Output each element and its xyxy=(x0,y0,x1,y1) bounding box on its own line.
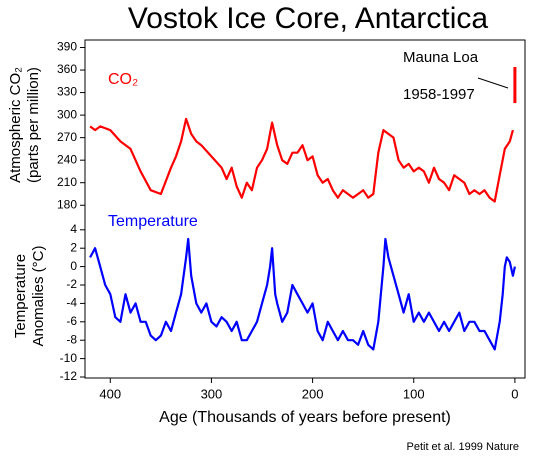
y-axis-label: Anomalies (°C) xyxy=(30,245,47,346)
series-line xyxy=(89,117,514,203)
leader-line xyxy=(477,77,509,89)
annotation: 1958-1997 xyxy=(403,86,475,103)
y-tick-label: 2 xyxy=(70,240,77,254)
x-tick-label: 100 xyxy=(403,386,425,401)
series-label: Temperature xyxy=(108,213,198,230)
source: Petit et al. 1999 Nature xyxy=(406,441,519,453)
chart-title: Vostok Ice Core, Antarctica xyxy=(128,2,488,35)
y-tick-label: 0 xyxy=(70,259,77,273)
annotation: Mauna Loa xyxy=(403,49,479,66)
y-tick-label: -8 xyxy=(66,332,77,346)
y-tick-label: 270 xyxy=(57,130,77,144)
x-axis-label: Age (Thousands of years before present) xyxy=(159,409,451,426)
series-label: CO₂ xyxy=(108,71,138,88)
y-axis-label: (parts per million) xyxy=(25,67,42,183)
y-tick-label: 4 xyxy=(70,222,77,236)
y-tick-label: 330 xyxy=(57,85,77,99)
y-tick-label: 180 xyxy=(57,197,77,211)
y-axis-label: Atmospheric CO₂ xyxy=(7,67,24,183)
series-line xyxy=(89,237,516,351)
x-tick-label: 200 xyxy=(302,386,324,401)
plot-frame xyxy=(84,39,526,379)
y-tick-label: -2 xyxy=(66,277,77,291)
y-tick-label: -10 xyxy=(60,351,78,365)
x-tick-label: 300 xyxy=(201,386,223,401)
y-tick-label: -6 xyxy=(66,314,77,328)
y-tick-label: -4 xyxy=(66,296,77,310)
y-tick-label: 240 xyxy=(57,152,77,166)
y-axis-label: Temperature xyxy=(12,254,29,338)
y-tick-label: 210 xyxy=(57,175,77,189)
y-tick-label: 390 xyxy=(57,40,77,54)
y-tick-label: 300 xyxy=(57,107,77,121)
x-tick-label: 0 xyxy=(511,386,518,401)
y-tick-label: 360 xyxy=(57,62,77,76)
x-tick-label: 400 xyxy=(99,386,121,401)
y-tick-label: -12 xyxy=(60,369,78,383)
